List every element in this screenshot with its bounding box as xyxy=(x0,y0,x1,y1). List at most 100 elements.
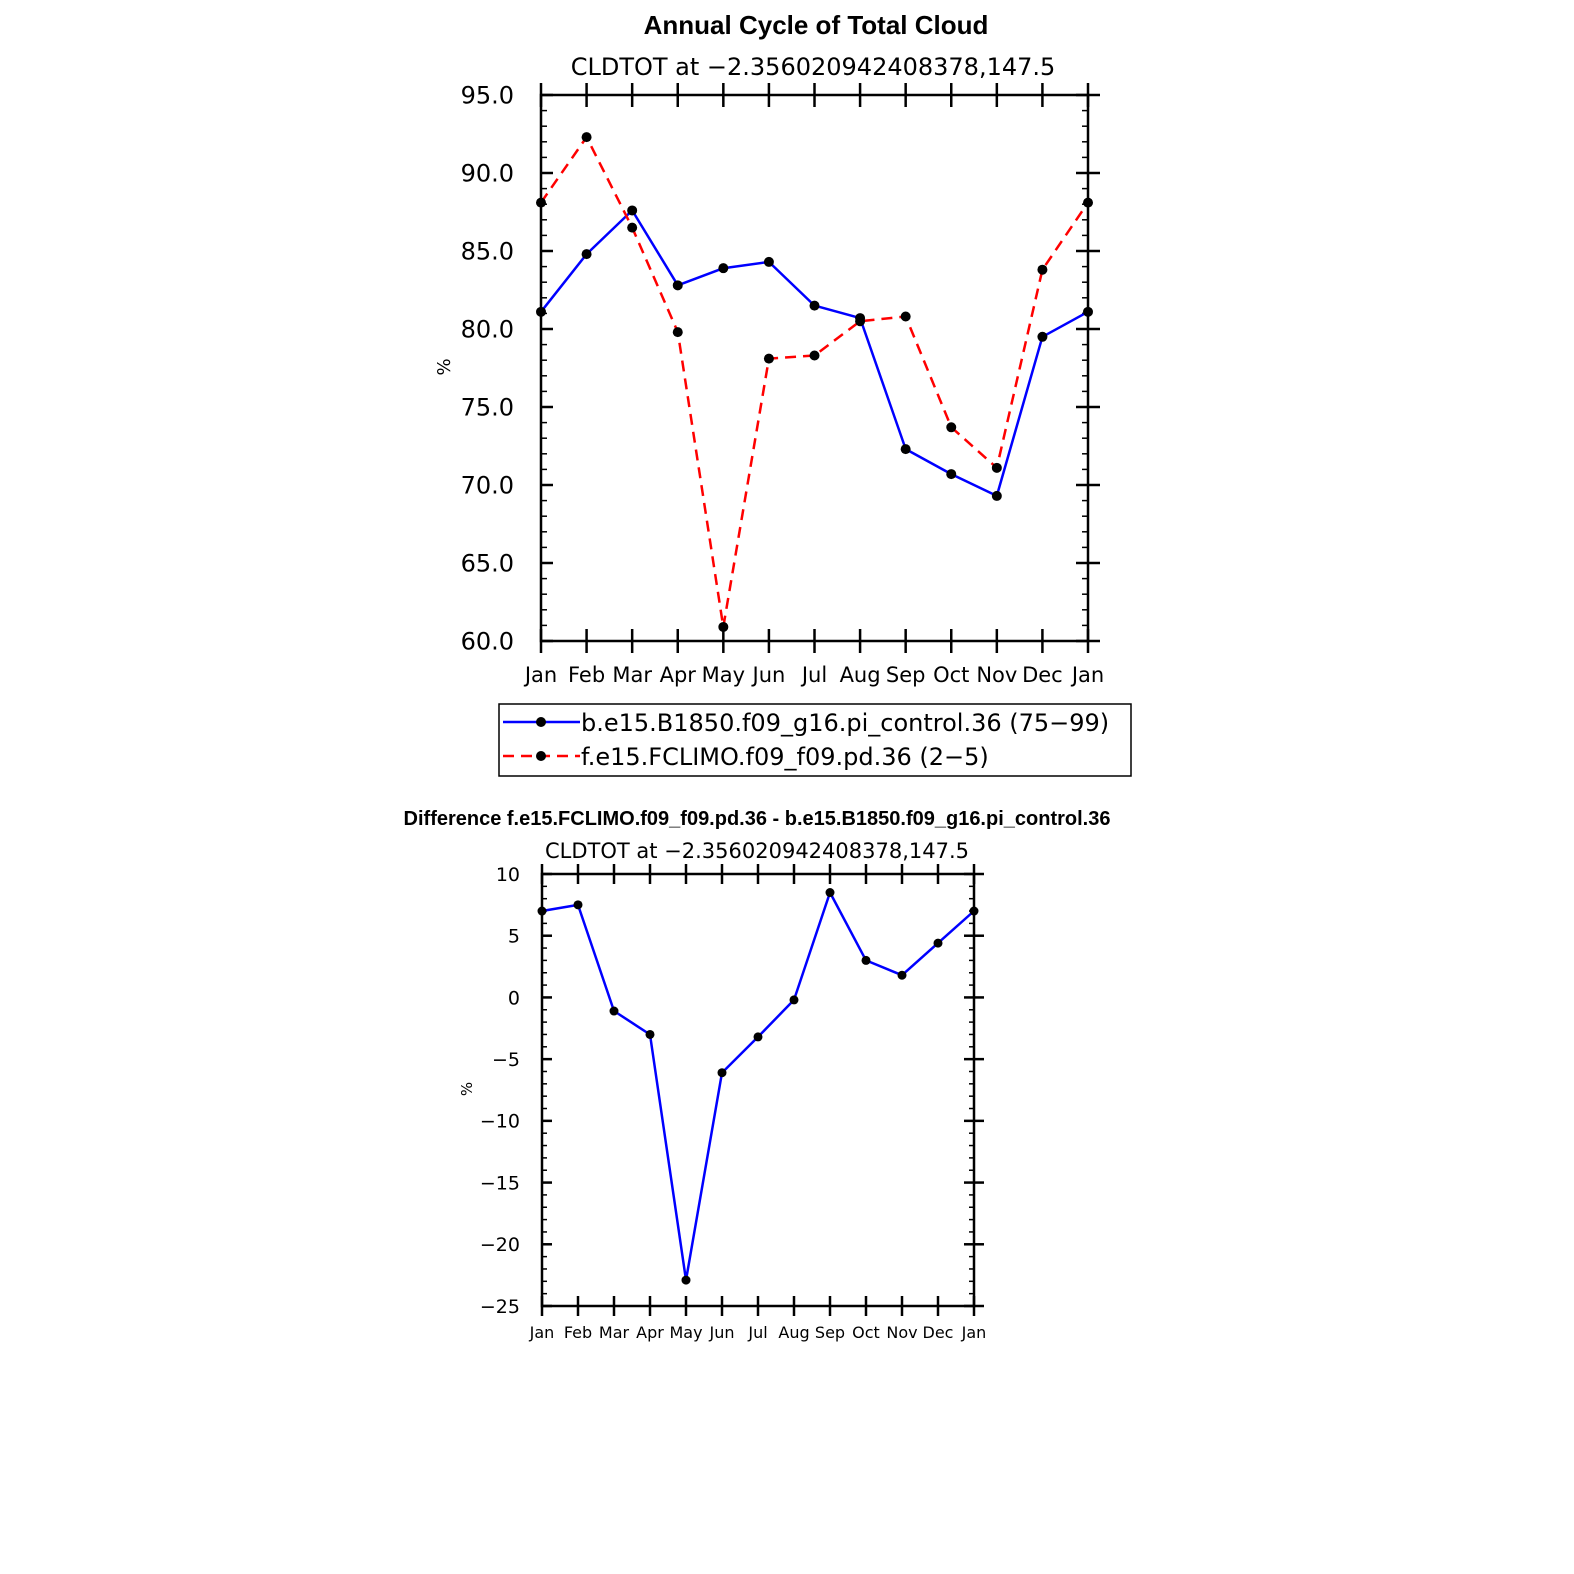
chart1-xtick-label: Jan xyxy=(1070,663,1104,687)
chart1-subtitle: CLDTOT at −2.356020942408378,147.5 xyxy=(571,53,1056,81)
chart1-ytick-label: 65.0 xyxy=(461,550,514,578)
chart1-point xyxy=(1037,264,1048,275)
chart1-ytick-label: 70.0 xyxy=(461,472,514,500)
chart1-legend: b.e15.B1850.f09_g16.pi_control.36 (75−99… xyxy=(498,703,1132,777)
chart2-ytick-label: 0 xyxy=(508,987,520,1009)
chart2-point xyxy=(609,1006,619,1016)
chart1-point xyxy=(718,621,729,632)
chart2-xtick-label: Jun xyxy=(709,1323,735,1342)
chart2-point xyxy=(789,995,799,1005)
chart2-xtick-label: Sep xyxy=(815,1323,845,1342)
chart1-point xyxy=(855,316,866,327)
chart2-ytick-label: 5 xyxy=(508,926,520,948)
chart2-tick-labels: Jan Feb Mar Apr May Jun Jul Aug Sep Oct Nov Dec Jan−… xyxy=(480,864,986,1342)
chart1-point xyxy=(1037,331,1048,342)
legend-marker-control xyxy=(536,717,546,727)
chart2-point xyxy=(933,938,943,948)
chart1-series-line-1 xyxy=(539,135,1090,629)
chart1-point xyxy=(581,132,592,143)
chart1-xtick-label: Sep xyxy=(886,663,926,687)
legend-marker-fclimo xyxy=(536,751,546,761)
chart1-tick-labels: Jan Feb Mar Apr May Jun Jul Aug Sep Oct Nov Dec Jan 6… xyxy=(461,82,1105,687)
legend-entry-fclimo: f.e15.FCLIMO.f09_f09.pd.36 (2−5) xyxy=(503,743,989,771)
chart1-xtick-label: Apr xyxy=(660,663,697,687)
chart2-title: Difference f.e15.FCLIMO.f09_f09.pd.36 - … xyxy=(404,808,1111,830)
chart2-xtick-label: Feb xyxy=(564,1323,592,1342)
chart2-xtick-label: Nov xyxy=(886,1323,917,1342)
chart2-markers-layer xyxy=(537,888,979,1285)
chart2-xtick-label: Aug xyxy=(778,1323,809,1342)
chart2-point xyxy=(645,1029,655,1039)
chart2-series-layer xyxy=(541,891,975,1282)
chart2-ytick-label: −20 xyxy=(480,1234,520,1256)
chart2-point xyxy=(753,1032,763,1042)
chart1-ytick-label: 85.0 xyxy=(461,238,514,266)
chart1-point xyxy=(627,222,638,233)
chart1-xtick-label: Aug xyxy=(840,663,881,687)
chart1-point xyxy=(809,350,820,361)
chart1-ytick-label: 80.0 xyxy=(461,316,514,344)
chart2-xtick-label: Dec xyxy=(923,1323,954,1342)
chart2-xtick-label: Mar xyxy=(599,1323,630,1342)
chart1-point xyxy=(627,205,638,216)
chart2-xtick-label: Jan xyxy=(529,1323,555,1342)
chart1-point xyxy=(991,490,1002,501)
chart2-point xyxy=(573,900,583,910)
chart1-point xyxy=(763,353,774,364)
chart2-xtick-label: Jan xyxy=(961,1323,987,1342)
difference-chart: Difference f.e15.FCLIMO.f09_f09.pd.36 - … xyxy=(404,808,1111,1342)
chart1-point xyxy=(672,280,683,291)
legend-label-control: b.e15.B1850.f09_g16.pi_control.36 (75−99… xyxy=(581,709,1109,737)
chart2-point xyxy=(681,1275,691,1285)
chart1-xtick-label: Oct xyxy=(933,663,969,687)
chart1-tick-marks xyxy=(539,83,1100,653)
legend-box xyxy=(498,703,1132,777)
chart2-subtitle: CLDTOT at −2.356020942408378,147.5 xyxy=(545,839,969,863)
legend-entry-control: b.e15.B1850.f09_g16.pi_control.36 (75−99… xyxy=(503,709,1109,737)
chart1-point xyxy=(763,256,774,267)
chart1-xtick-label: Nov xyxy=(976,663,1017,687)
chart1-point xyxy=(946,422,957,433)
chart1-point xyxy=(946,469,957,480)
chart1-point xyxy=(581,249,592,260)
chart2-point xyxy=(861,955,871,965)
chart2-series-line-0 xyxy=(541,891,975,1282)
chart2-ytick-label: −5 xyxy=(492,1049,520,1071)
chart1-point xyxy=(900,311,911,322)
chart1-ytick-label: 90.0 xyxy=(461,160,514,188)
chart1-xtick-label: Jan xyxy=(523,663,557,687)
chart2-xtick-label: Apr xyxy=(636,1323,664,1342)
chart2-xtick-label: May xyxy=(669,1323,702,1342)
chart2-ytick-label: −10 xyxy=(480,1111,520,1133)
chart2-xtick-label: Oct xyxy=(852,1323,880,1342)
chart2-point xyxy=(897,970,907,980)
chart2-xtick-label: Jul xyxy=(747,1323,767,1342)
legend-label-fclimo: f.e15.FCLIMO.f09_f09.pd.36 (2−5) xyxy=(581,743,989,771)
chart2-ytick-label: −25 xyxy=(480,1296,520,1318)
chart1-ytick-label: 75.0 xyxy=(461,394,514,422)
chart1-ytick-label: 60.0 xyxy=(461,628,514,656)
chart1-title: Annual Cycle of Total Cloud xyxy=(644,10,989,40)
chart1-point xyxy=(900,444,911,455)
chart2-plot-frame xyxy=(540,872,976,1308)
chart1-xtick-label: Jul xyxy=(800,663,827,687)
chart1-point xyxy=(809,300,820,311)
annual-cycle-chart: Annual Cycle of Total Cloud CLDTOT at −2… xyxy=(434,10,1132,777)
chart2-ytick-label: 10 xyxy=(496,864,520,886)
chart2-tick-marks xyxy=(540,864,984,1316)
chart1-ytick-label: 95.0 xyxy=(461,82,514,110)
chart1-xtick-label: Dec xyxy=(1022,663,1063,687)
chart1-point xyxy=(991,462,1002,473)
chart2-point xyxy=(717,1068,727,1078)
chart2-ytick-label: −15 xyxy=(480,1172,520,1194)
chart1-xtick-label: Feb xyxy=(568,663,605,687)
chart1-xtick-label: May xyxy=(702,663,745,687)
chart1-point xyxy=(718,263,729,274)
chart1-plot-frame xyxy=(539,93,1090,643)
chart2-point xyxy=(825,888,835,898)
chart1-point xyxy=(672,327,683,338)
chart1-xtick-label: Mar xyxy=(612,663,652,687)
chart2-ylabel: % xyxy=(458,1082,476,1096)
chart1-ylabel: % xyxy=(434,358,455,375)
